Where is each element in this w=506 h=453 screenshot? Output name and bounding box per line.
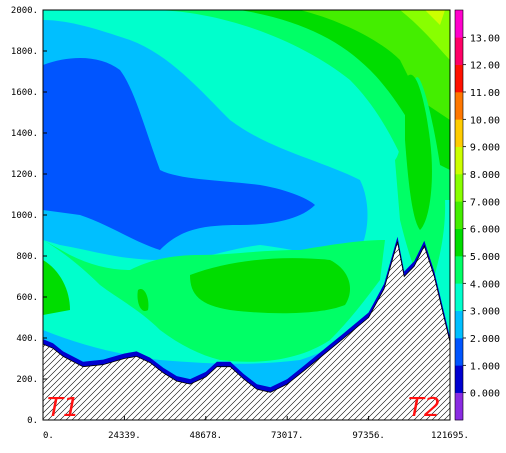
colorbar-swatch (455, 201, 463, 229)
band-6-lower (190, 258, 350, 314)
colorbar-label: 8.000 (470, 170, 500, 181)
colorbar-label: 13.00 (470, 33, 500, 44)
y-tick-label: 400. (16, 334, 38, 344)
colorbar-swatch (455, 228, 463, 257)
colorbar-swatch (455, 146, 463, 175)
colorbar-label: 5.000 (470, 252, 500, 263)
contour-field (43, 10, 450, 420)
colorbar-label: 4.000 (470, 279, 500, 290)
terrain-hatched-area (43, 241, 450, 420)
band-6-mid (43, 260, 70, 315)
colorbar-label: 0.000 (470, 389, 500, 400)
colorbar-swatch (455, 64, 463, 93)
colorbar-label: 7.000 (470, 197, 500, 208)
colorbar-swatch (455, 37, 463, 65)
x-tick-label: 24339. (108, 431, 141, 441)
colorbar-label: 6.000 (470, 225, 500, 236)
x-tick-label: 97356. (352, 431, 385, 441)
y-axis: 0. 200. 400. 600. 800. 1000. 1200. 1400. 1600. 18… (11, 6, 47, 426)
colorbar-frame (454, 9, 464, 421)
y-tick-label: 1400. (11, 129, 38, 139)
band-2-upper (43, 58, 315, 251)
colorbar-swatch (455, 392, 463, 421)
colorbar: 0.000 1.000 2.000 3.000 4.000 5.000 6.000 7.000… (454, 9, 500, 421)
terrain-mask (43, 236, 450, 420)
y-tick-label: 1200. (11, 170, 38, 180)
colorbar-swatch (455, 174, 463, 202)
colorbar-swatch (455, 283, 463, 311)
x-tick-label: 73017. (271, 431, 304, 441)
colorbar-swatch (455, 256, 463, 284)
colorbar-swatch (455, 365, 463, 393)
colorbar-label: 2.000 (470, 334, 500, 345)
x-tick-label: 0. (43, 431, 54, 441)
y-tick-label: 1000. (11, 211, 38, 221)
y-tick-label: 200. (16, 375, 38, 385)
x-tick-label: 48678. (190, 431, 223, 441)
y-tick-label: 1800. (11, 47, 38, 57)
colorbar-swatch (455, 310, 463, 339)
colorbar-swatch (455, 119, 463, 147)
colorbar-label: 10.00 (470, 115, 500, 126)
colorbar-label: 1.000 (470, 361, 500, 372)
y-tick-label: 1600. (11, 88, 38, 98)
band-9-upper (425, 10, 445, 25)
x-axis: 0. 24339. 48678. 73017. 97356. 121695. (42, 416, 469, 441)
x-tick-label: 121695. (431, 431, 469, 441)
colorbar-label: 9.000 (470, 143, 500, 154)
colorbar-swatch (455, 92, 463, 120)
y-tick-label: 800. (16, 252, 38, 262)
band-7-upper (300, 10, 450, 120)
y-tick-label: 600. (16, 293, 38, 303)
t2-label: T2 (408, 393, 440, 423)
band-6-small (137, 289, 149, 311)
y-tick-label: 0. (27, 416, 38, 426)
t1-label: T1 (47, 393, 79, 423)
band-6-right (405, 74, 432, 231)
colorbar-label: 12.00 (470, 61, 500, 72)
colorbar-label: 11.00 (470, 88, 500, 99)
colorbar-label: 3.000 (470, 307, 500, 318)
y-tick-label: 2000. (11, 6, 38, 16)
colorbar-swatch (455, 10, 463, 38)
colorbar-swatch (455, 338, 463, 366)
